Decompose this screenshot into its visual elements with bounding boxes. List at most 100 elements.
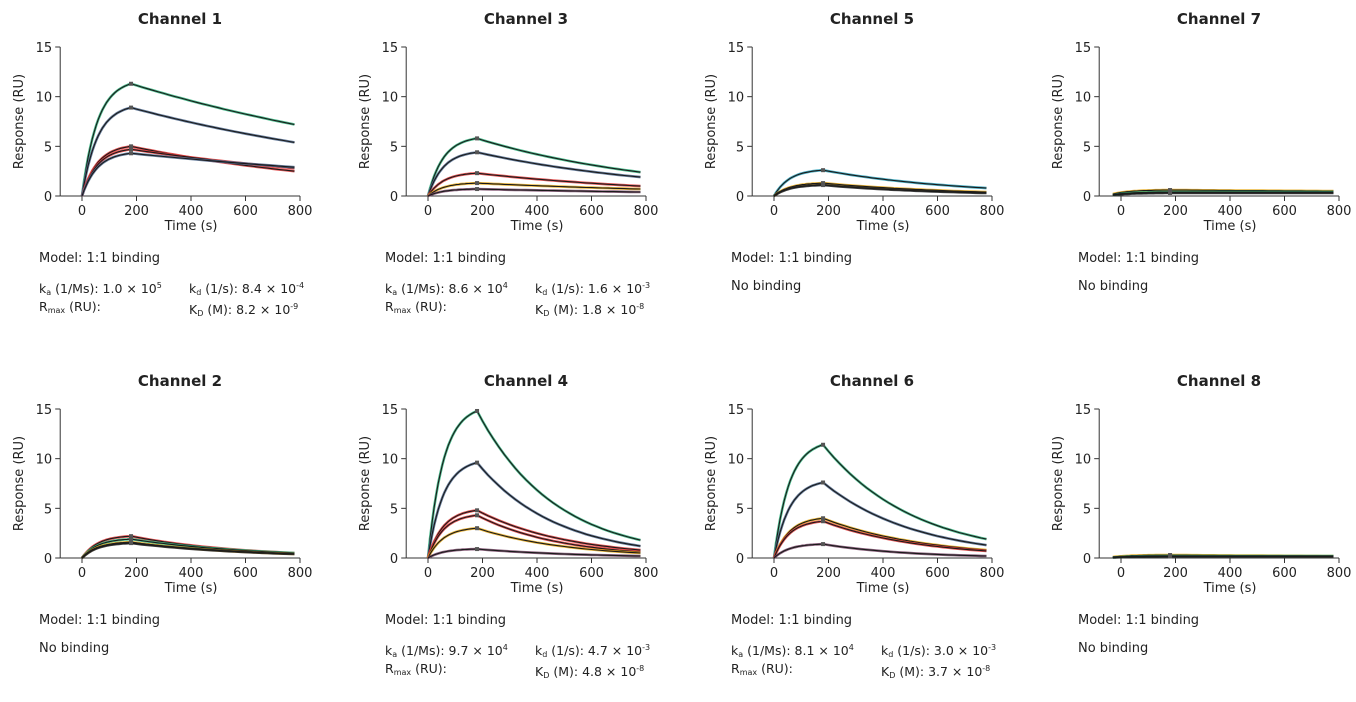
y-tick-label: 5 (44, 502, 52, 517)
x-axis-label: Time (s) (164, 581, 218, 596)
no-binding-label: No binding (731, 279, 802, 294)
y-tick-label: 15 (1075, 403, 1092, 418)
chart-panel-1: Channel 1 0 5 10 15 0 200 400 600 800 Time (s) Resp… (0, 0, 330, 340)
report-point-2 (475, 460, 480, 465)
KD-value: KD (M): 8.2 × 10-9 (189, 302, 299, 318)
y-tick-label: 15 (382, 403, 399, 418)
report-point-3 (129, 144, 134, 149)
x-tick-label: 0 (424, 204, 432, 219)
y-axis-label: Response (RU) (704, 74, 719, 169)
fit-curve-5 (427, 188, 641, 197)
report-point-1 (821, 442, 826, 447)
y-tick-label: 10 (382, 91, 399, 106)
x-tick-label: 200 (816, 204, 841, 219)
fit-curve-4 (427, 514, 641, 559)
sensorgram-series-5 (80, 151, 295, 197)
x-axis-label: Time (s) (164, 219, 218, 234)
fit-curve-1 (427, 410, 641, 559)
x-tick-label: 400 (1218, 204, 1243, 219)
sensorgram-series-2 (426, 461, 641, 559)
report-point-4 (475, 181, 480, 186)
ka-value: ka (1/Ms): 8.6 × 104 (385, 281, 508, 297)
x-tick-label: 400 (1218, 566, 1243, 581)
y-tick-label: 15 (728, 403, 745, 418)
report-point-5 (475, 526, 480, 531)
x-tick-label: 200 (1163, 204, 1188, 219)
KD-value: KD (M): 4.8 × 10-8 (535, 664, 645, 680)
y-tick-label: 10 (1075, 91, 1092, 106)
report-point-5 (129, 151, 134, 156)
report-point-3 (475, 508, 480, 513)
chart-panel-2: Channel 3 0 5 10 15 0 200 400 600 800 Time (s) Resp… (346, 0, 676, 340)
chart-panel-4: Channel 7 0 5 10 15 0 200 400 600 800 Time (s) Resp… (1039, 0, 1356, 340)
x-tick-label: 0 (770, 566, 778, 581)
fit-curve-5 (427, 527, 641, 559)
fit-curve-5 (773, 543, 987, 559)
y-tick-label: 5 (736, 502, 744, 517)
y-tick-label: 0 (1083, 190, 1091, 205)
report-point-3 (475, 171, 480, 176)
fit-curve-3 (427, 172, 641, 197)
x-tick-label: 800 (634, 566, 659, 581)
model-label: Model: 1:1 binding (39, 613, 161, 628)
fit-curve-1 (81, 83, 295, 197)
y-tick-label: 0 (44, 190, 52, 205)
y-tick-label: 5 (736, 140, 744, 155)
report-point-4 (475, 513, 480, 518)
x-tick-label: 800 (1327, 204, 1352, 219)
x-tick-label: 600 (925, 566, 950, 581)
kd-value: kd (1/s): 8.4 × 10-4 (189, 281, 305, 297)
y-tick-label: 0 (1083, 552, 1091, 567)
fit-curve-2 (427, 151, 641, 197)
x-tick-label: 400 (179, 204, 204, 219)
rmax-value: Rmax (RU): (385, 299, 447, 315)
fit-curve-1 (773, 444, 987, 559)
model-label: Model: 1:1 binding (385, 251, 507, 266)
report-point-1 (129, 81, 134, 86)
y-tick-label: 5 (1083, 502, 1091, 517)
y-tick-label: 0 (736, 552, 744, 567)
fit-curve-3 (773, 517, 987, 559)
fit-curve-4 (427, 182, 641, 197)
fit-curve-3 (773, 184, 987, 197)
fit-curve-3 (81, 145, 295, 197)
chart-title: Channel 8 (1177, 372, 1261, 390)
x-tick-label: 800 (1327, 566, 1352, 581)
y-tick-label: 0 (390, 190, 398, 205)
y-tick-label: 15 (1075, 41, 1092, 56)
x-tick-label: 200 (470, 566, 495, 581)
ka-value: ka (1/Ms): 8.1 × 104 (731, 643, 854, 659)
x-axis-label: Time (s) (856, 581, 910, 596)
x-tick-label: 0 (78, 204, 86, 219)
x-tick-label: 400 (525, 204, 550, 219)
report-point-5 (821, 542, 826, 547)
chart-svg: Channel 8 0 5 10 15 0 200 400 600 800 Time (s) Resp… (1051, 372, 1352, 596)
x-tick-label: 400 (179, 566, 204, 581)
x-tick-label: 0 (78, 566, 86, 581)
no-binding-label: No binding (39, 641, 110, 656)
no-binding-label: No binding (1078, 279, 1149, 294)
y-axis-label: Response (RU) (12, 436, 27, 531)
y-axis-label: Response (RU) (1051, 436, 1066, 531)
y-tick-label: 15 (382, 41, 399, 56)
model-label: Model: 1:1 binding (1078, 613, 1200, 628)
x-tick-label: 200 (124, 204, 149, 219)
fit-curve-2 (81, 538, 295, 559)
fit-curve-2 (773, 481, 987, 559)
y-tick-label: 10 (36, 91, 53, 106)
x-axis-label: Time (s) (510, 581, 564, 596)
chart-title: Channel 5 (830, 10, 914, 28)
report-point-1 (129, 534, 134, 539)
rmax-value: Rmax (RU): (385, 661, 447, 677)
chart-svg: Channel 6 0 5 10 15 0 200 400 600 800 Time (s) Resp… (704, 372, 1004, 596)
x-tick-label: 800 (288, 566, 313, 581)
fit-curve-1 (773, 169, 987, 197)
x-tick-label: 800 (980, 204, 1005, 219)
KD-value: KD (M): 1.8 × 10-8 (535, 302, 645, 318)
chart-svg: Channel 2 0 5 10 15 0 200 400 600 800 Time (s) Resp… (12, 372, 313, 596)
fit-curve-4 (773, 520, 987, 559)
report-point-4 (129, 541, 134, 546)
y-tick-label: 15 (36, 403, 53, 418)
x-axis-label: Time (s) (1203, 219, 1257, 234)
x-tick-label: 800 (634, 204, 659, 219)
